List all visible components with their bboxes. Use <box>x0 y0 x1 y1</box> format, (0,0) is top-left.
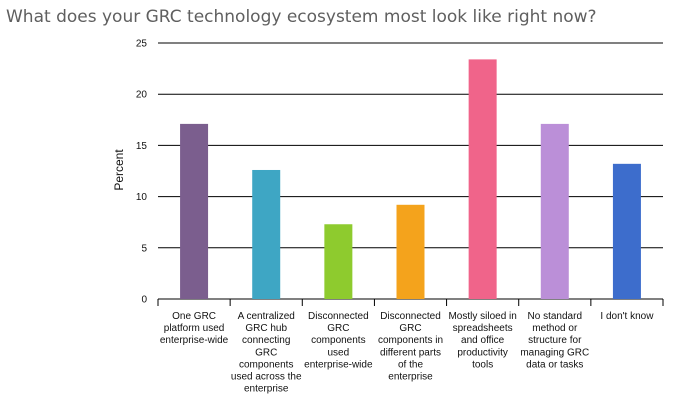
x-category-label: Disconnected GRC components in different pa… <box>378 311 443 383</box>
y-tick-label: 15 <box>136 141 148 152</box>
x-category-label: One GRC platform used enterprise-wide <box>160 311 229 346</box>
bar <box>324 224 353 299</box>
y-tick-label: 10 <box>136 192 148 203</box>
y-axis-label: Percent <box>112 149 126 191</box>
bar <box>612 163 641 299</box>
x-category-label: I don't know <box>600 311 654 322</box>
x-category-label: A centralized GRC hub connecting GRC compone… <box>231 311 302 395</box>
bar <box>468 59 497 299</box>
y-tick-label: 5 <box>141 243 147 254</box>
bar <box>252 169 281 299</box>
x-category-label: Mostly siloed in spreadsheets and office pr… <box>448 311 516 370</box>
y-tick-label: 20 <box>136 90 148 101</box>
y-tick-label: 25 <box>136 39 148 50</box>
bar <box>396 204 425 299</box>
bar <box>540 123 569 299</box>
chart-title: What does your GRC technology ecosystem … <box>6 7 597 27</box>
x-category-label: No standard method or structure for managin… <box>520 311 589 370</box>
bar <box>180 123 209 299</box>
bars <box>180 59 641 299</box>
y-tick-label: 0 <box>141 295 147 306</box>
x-category-label: Disconnected GRC components used enterprise-… <box>304 311 373 370</box>
